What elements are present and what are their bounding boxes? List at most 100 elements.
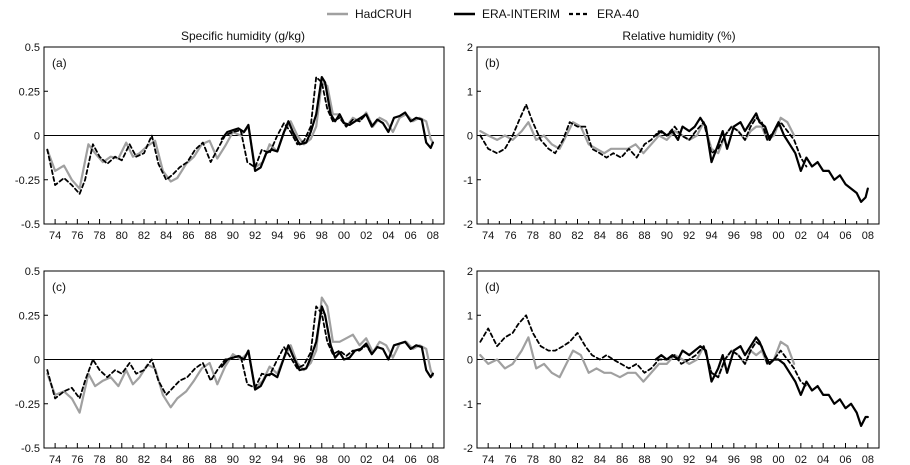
y-tick-label: 2 <box>467 42 473 54</box>
x-tick-label: 06 <box>405 454 417 465</box>
y-tick-label: 1 <box>467 310 473 322</box>
column-title-specific-humidity: Specific humidity (g/kg) <box>181 29 305 43</box>
x-tick-label: 98 <box>316 230 328 242</box>
x-tick-label: 96 <box>728 454 740 465</box>
panel-label: (d) <box>485 280 500 294</box>
x-tick-label: 74 <box>482 454 494 465</box>
y-tick-label: -0.5 <box>21 219 40 231</box>
x-tick-label: 08 <box>862 454 874 465</box>
x-tick-label: 04 <box>382 230 394 242</box>
series-line-hadcruh <box>479 116 796 155</box>
x-tick-label: 06 <box>839 230 851 242</box>
x-tick-label: 76 <box>71 230 83 242</box>
y-tick-label: 0 <box>34 355 40 367</box>
panel-label: (b) <box>485 56 500 70</box>
x-tick-label: 94 <box>271 230 283 242</box>
x-tick-label: 84 <box>594 454 606 465</box>
x-tick-label: 04 <box>382 454 394 465</box>
y-tick-label: 0 <box>34 131 40 143</box>
series-line-era-40 <box>46 76 373 195</box>
x-tick-label: 94 <box>705 454 717 465</box>
x-tick-label: 98 <box>750 454 762 465</box>
x-tick-label: 80 <box>116 230 128 242</box>
x-tick-label: 98 <box>316 454 328 465</box>
legend-label-era-interim: ERA-INTERIM <box>482 7 560 21</box>
x-tick-label: 96 <box>293 454 305 465</box>
x-tick-label: 78 <box>93 230 105 242</box>
series-line-era-interim <box>220 75 434 172</box>
x-tick-label: 86 <box>182 454 194 465</box>
x-tick-label: 78 <box>527 230 539 242</box>
y-tick-label: -2 <box>463 219 473 231</box>
y-tick-label: -0.25 <box>15 175 40 187</box>
x-tick-label: 00 <box>338 230 350 242</box>
x-tick-label: 86 <box>616 454 628 465</box>
x-tick-label: 00 <box>772 454 784 465</box>
x-tick-label: 08 <box>427 454 439 465</box>
series-line-era-40 <box>479 314 808 388</box>
x-tick-label: 74 <box>482 230 494 242</box>
x-tick-label: 08 <box>862 230 874 242</box>
series-line-era-interim <box>220 305 434 391</box>
series-line-hadcruh <box>46 296 434 414</box>
x-tick-label: 82 <box>571 230 583 242</box>
y-tick-label: -0.5 <box>21 443 40 455</box>
x-tick-label: 86 <box>182 230 194 242</box>
x-tick-label: 74 <box>49 230 61 242</box>
y-tick-label: -1 <box>463 399 473 411</box>
legend: HadCRUH ERA-INTERIM ERA-40 <box>327 7 639 21</box>
y-tick-label: 0 <box>467 355 473 367</box>
x-tick-label: 84 <box>160 230 172 242</box>
x-tick-label: 06 <box>405 230 417 242</box>
y-tick-label: 0.25 <box>19 86 40 98</box>
panel-a: -0.5 -0.25 0 0.25 0.5 74 76 78 80 82 84 86 88 90 92 94 9… <box>15 42 445 242</box>
x-tick-label: 88 <box>638 230 650 242</box>
x-tick-label: 04 <box>817 454 829 465</box>
y-tick-label: 0.25 <box>19 310 40 322</box>
x-tick-label: 76 <box>504 454 516 465</box>
x-tick-label: 98 <box>750 230 762 242</box>
x-tick-label: 02 <box>360 230 372 242</box>
x-tick-label: 00 <box>338 454 350 465</box>
series-line-era-interim <box>654 112 869 203</box>
panel-label: (c) <box>52 280 66 294</box>
y-tick-label: 0 <box>467 131 473 143</box>
panel-c: -0.5 -0.25 0 0.25 0.5 74 76 78 80 82 84 86 88 90 92 94 9… <box>15 266 445 465</box>
x-tick-label: 92 <box>683 230 695 242</box>
panel-d: -2 -1 0 1 2 74 76 78 80 82 84 86 88 90 92 94 96 98 00 02 04 0… <box>463 266 880 465</box>
panel-label: (a) <box>52 56 67 70</box>
x-tick-label: 92 <box>249 454 261 465</box>
x-tick-label: 02 <box>360 454 372 465</box>
x-tick-label: 90 <box>227 454 239 465</box>
x-tick-label: 84 <box>160 454 172 465</box>
panel-b: -2 -1 0 1 2 74 76 78 80 82 84 86 88 90 92 94 96 98 00 02 04 0… <box>463 42 880 242</box>
x-tick-label: 88 <box>205 230 217 242</box>
x-tick-label: 74 <box>49 454 61 465</box>
x-tick-label: 82 <box>571 454 583 465</box>
series-line-era-40 <box>46 305 373 400</box>
x-tick-label: 90 <box>227 230 239 242</box>
y-tick-label: 0.5 <box>25 42 40 54</box>
legend-label-hadcruh: HadCRUH <box>355 7 412 21</box>
x-tick-label: 90 <box>661 454 673 465</box>
x-tick-label: 80 <box>549 230 561 242</box>
column-title-relative-humidity: Relative humidity (%) <box>622 29 735 43</box>
x-tick-label: 08 <box>427 230 439 242</box>
x-tick-label: 88 <box>638 454 650 465</box>
x-tick-label: 88 <box>205 454 217 465</box>
x-tick-label: 76 <box>71 454 83 465</box>
y-tick-label: 1 <box>467 86 473 98</box>
x-tick-label: 76 <box>504 230 516 242</box>
y-tick-label: 2 <box>467 266 473 278</box>
x-tick-label: 02 <box>795 454 807 465</box>
x-tick-label: 78 <box>527 454 539 465</box>
y-tick-label: -0.25 <box>15 399 40 411</box>
x-tick-label: 82 <box>138 454 150 465</box>
x-tick-label: 80 <box>549 454 561 465</box>
x-tick-label: 96 <box>728 230 740 242</box>
legend-label-era-40: ERA-40 <box>597 7 639 21</box>
x-tick-label: 78 <box>93 454 105 465</box>
y-tick-label: 0.5 <box>25 266 40 278</box>
y-tick-label: -1 <box>463 175 473 187</box>
